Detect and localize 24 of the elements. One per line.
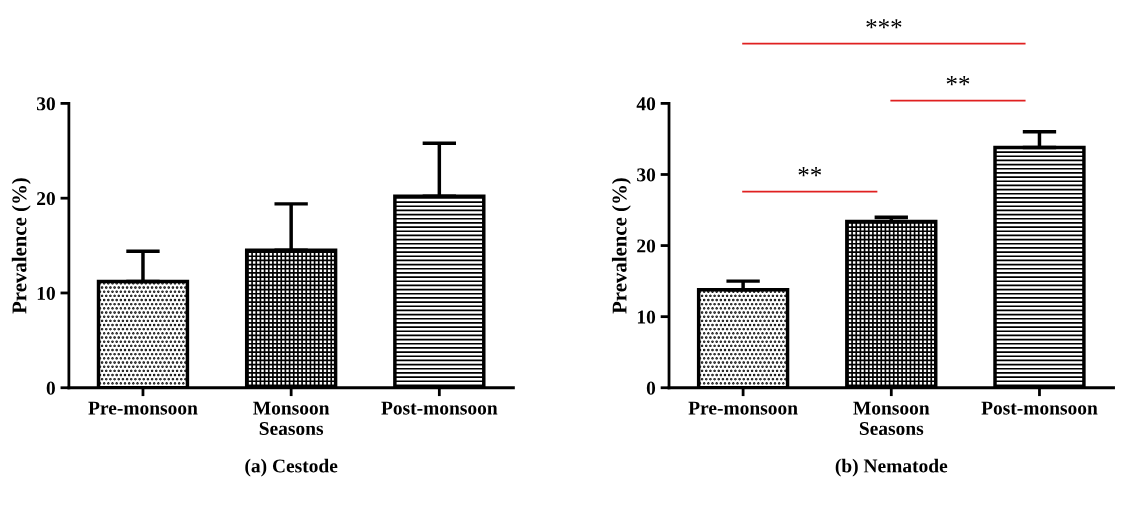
y-tick-label: 0 [646, 381, 656, 395]
x-tick-label: Pre-monsoon [88, 401, 198, 415]
y-axis-title: Prevalence (%) [611, 178, 631, 314]
y-tick-label: 20 [637, 239, 656, 253]
x-tick-label: Monsoon [853, 401, 930, 415]
x-axis-title: Seasons [859, 421, 924, 436]
text: *** [866, 19, 902, 29]
y-tick-label: 10 [37, 286, 55, 300]
text: (a) Cestode [245, 458, 338, 477]
y-tick-label: 40 [636, 97, 656, 111]
x-tick-label: Post-monsoon [381, 401, 498, 415]
x-axis-title: Seasons [259, 421, 324, 436]
x-tick-label: Post-monsoon [981, 401, 1098, 415]
y-tick-label: 30 [637, 168, 656, 182]
y-tick-label: 20 [37, 192, 55, 206]
annotation: ** [798, 167, 822, 177]
y-axis-title: Prevalence (%) [11, 178, 31, 314]
x-tick-label: Monsoon [253, 401, 330, 415]
y-tick-label: 30 [36, 97, 55, 111]
y-tick-label: 10 [637, 310, 656, 324]
text: (b) Nematode [835, 458, 948, 477]
y-tick-label: 0 [46, 381, 55, 395]
x-tick-label: Pre-monsoon [688, 401, 798, 415]
text: ** [946, 76, 970, 86]
